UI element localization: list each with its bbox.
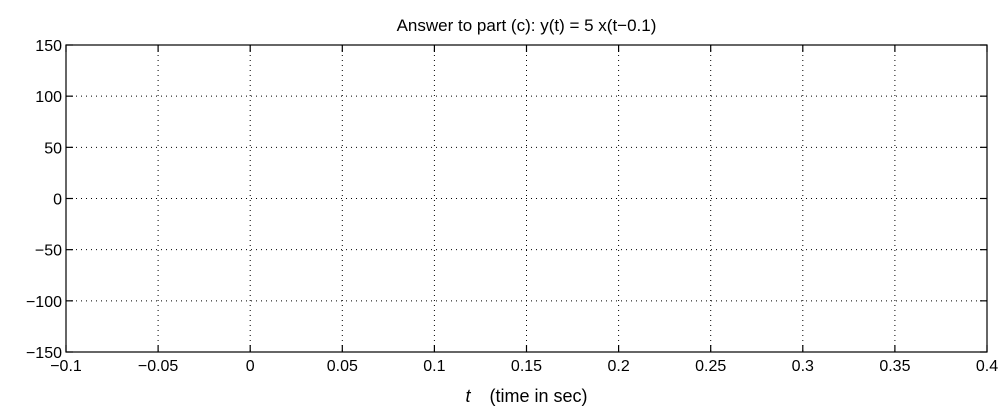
x-tick-label: 0.2: [607, 358, 629, 375]
x-tick-label: 0: [246, 358, 255, 375]
grid: [66, 45, 987, 352]
x-tick-label: 0.3: [792, 358, 814, 375]
x-tick-label: 0.4: [976, 358, 998, 375]
x-tick-label: 0.35: [879, 358, 910, 375]
x-axis-variable: t: [465, 386, 471, 406]
x-tick-label: −0.05: [138, 358, 179, 375]
chart-title: Answer to part (c): y(t) = 5 x(t−0.1): [397, 16, 657, 35]
y-tick-label: 150: [35, 38, 62, 55]
y-tick-label: 50: [44, 140, 62, 157]
x-tick-label: 0.05: [327, 358, 358, 375]
y-tick-label: −50: [35, 243, 62, 260]
y-tick-label: −150: [26, 345, 62, 362]
x-axis-unit-text: (time in sec): [490, 386, 588, 406]
x-tick-label: 0.25: [695, 358, 726, 375]
x-tick-label: −0.1: [50, 358, 82, 375]
x-tick-label: 0.1: [423, 358, 445, 375]
tick-labels: −0.1 −0.05 0 0.05 0.1 0.15 0.2 0.25 0.3 0.35 0.4 −1…: [26, 38, 998, 375]
x-tick-label: 0.15: [511, 358, 542, 375]
y-tick-label: −100: [26, 294, 62, 311]
y-tick-label: 0: [53, 192, 62, 209]
plot-area: [65, 44, 988, 353]
x-axis-label: t (time in sec): [465, 386, 587, 406]
y-tick-label: 100: [35, 89, 62, 106]
